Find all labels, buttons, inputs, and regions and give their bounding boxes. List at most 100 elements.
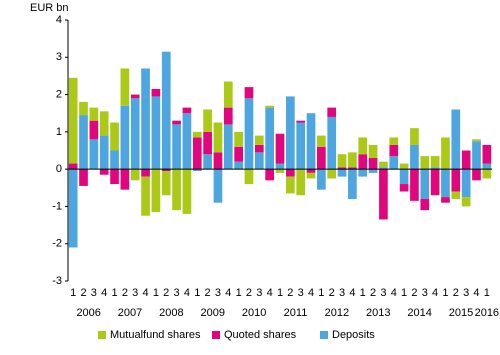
bar-segment: [306, 169, 316, 173]
bar-segment: [99, 135, 109, 170]
year-label: 2006: [76, 307, 100, 319]
bar-segment: [79, 115, 88, 170]
bar-segment: [213, 122, 223, 153]
y-tick-label: 4: [56, 14, 62, 26]
x-tick-label: 4: [184, 287, 190, 299]
x-tick-label: 1: [318, 287, 324, 299]
bar-segment: [358, 137, 368, 155]
bar-segment: [254, 144, 264, 153]
bar-segment: [110, 169, 119, 185]
legend-label: Mutualfund shares: [110, 329, 201, 341]
bar-segment: [337, 167, 347, 170]
bar-segment: [79, 102, 88, 116]
year-label: 2013: [366, 307, 390, 319]
bar-segment: [348, 152, 357, 168]
legend-swatch: [98, 331, 106, 339]
bar-segment: [182, 113, 192, 170]
year-label: 2011: [284, 307, 308, 319]
bar-segment: [472, 139, 481, 142]
x-tick-label: 2: [411, 287, 417, 299]
bar-segment: [379, 167, 388, 170]
year-label: 2007: [118, 307, 142, 319]
bar-segment: [244, 169, 254, 185]
x-tick-label: 3: [91, 287, 97, 299]
bar-segment: [472, 169, 481, 181]
bar-segment: [482, 169, 492, 179]
bar-segment: [368, 169, 378, 173]
bar-segment: [430, 167, 440, 170]
x-tick-label: 3: [256, 287, 262, 299]
bar-segment: [130, 94, 140, 99]
bar-segment: [399, 184, 409, 192]
bar-segment: [348, 169, 357, 199]
bar-segment: [379, 169, 388, 220]
bar-segment: [192, 137, 202, 170]
bar-segment: [358, 154, 368, 170]
y-tick-label: -2: [52, 238, 62, 250]
bar-segment: [120, 105, 130, 170]
x-tick-label: 1: [360, 287, 366, 299]
bar-segment: [472, 141, 481, 170]
bar-segment: [296, 120, 306, 123]
bar-segment: [410, 144, 419, 170]
bar-segment: [358, 169, 368, 177]
bar-segment: [182, 107, 192, 114]
bar-segment: [441, 197, 450, 203]
x-tick-label: 4: [432, 287, 438, 299]
year-label: 2015: [449, 307, 473, 319]
x-tick-label: 1: [70, 287, 76, 299]
x-tick-label: 2: [122, 287, 128, 299]
bar-segment: [317, 146, 326, 170]
bar-segment: [223, 107, 233, 125]
bar-segment: [379, 161, 388, 168]
bar-segment: [275, 169, 285, 173]
bar-segment: [275, 163, 285, 170]
year-label: 2010: [242, 307, 266, 319]
x-tick-label: 4: [142, 287, 148, 299]
bar-segment: [420, 169, 430, 199]
bar-segment: [451, 169, 461, 192]
x-tick-label: 3: [215, 287, 221, 299]
bar-segment: [265, 169, 275, 181]
bar-segment: [130, 98, 140, 170]
legend-swatch: [320, 331, 328, 339]
x-tick-label: 4: [473, 287, 479, 299]
bar-segment: [368, 144, 378, 158]
x-tick-label: 4: [308, 287, 314, 299]
x-tick-label: 3: [339, 287, 345, 299]
bar-segment: [451, 109, 461, 170]
y-axis-label: EUR bn: [30, 2, 69, 14]
x-tick-label: 2: [453, 287, 459, 299]
bar-segment: [296, 169, 306, 196]
bar-segment: [89, 120, 99, 140]
bar-segment: [172, 169, 181, 211]
bar-segment: [141, 176, 150, 216]
x-tick-label: 3: [380, 287, 386, 299]
bar-segment: [182, 169, 192, 214]
bar-segment: [68, 169, 78, 248]
bar-segment: [461, 169, 471, 198]
bar-segment: [203, 109, 212, 132]
bar-segment: [389, 137, 399, 145]
bar-segment: [89, 139, 99, 170]
bar-segment: [337, 169, 347, 177]
bar-segment: [213, 152, 223, 170]
bar-segment: [79, 169, 88, 186]
bar-segment: [110, 150, 119, 170]
y-tick-label: -3: [52, 275, 62, 287]
x-tick-label: 2: [370, 287, 376, 299]
x-tick-label: 2: [80, 287, 86, 299]
bar-segment: [285, 96, 295, 170]
x-tick-label: 1: [401, 287, 407, 299]
bar-segment: [223, 81, 233, 108]
x-tick-label: 2: [287, 287, 293, 299]
x-tick-label: 4: [101, 287, 107, 299]
bar-segment: [410, 128, 419, 145]
x-tick-label: 1: [236, 287, 242, 299]
legend-label: Deposits: [332, 329, 375, 341]
bar-segment: [161, 171, 171, 196]
bar-segment: [327, 116, 337, 170]
bar-segment: [223, 124, 233, 170]
bar-segment: [285, 169, 295, 177]
x-tick-label: 2: [246, 287, 252, 299]
